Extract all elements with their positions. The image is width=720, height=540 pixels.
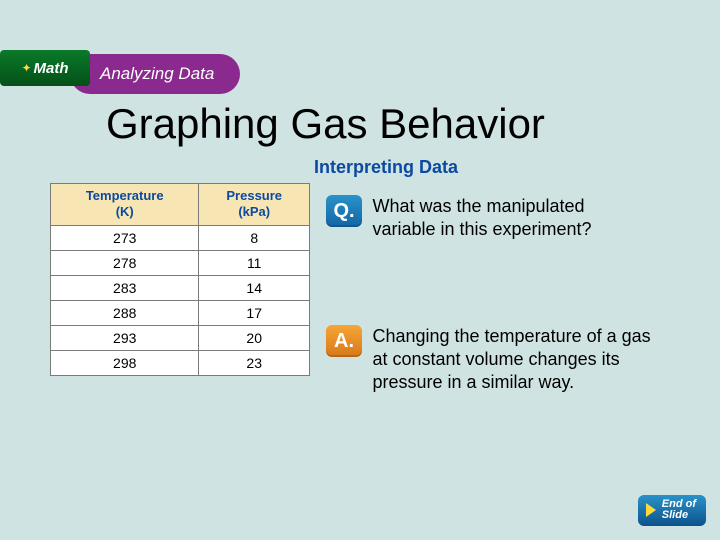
end-slide-label: End of Slide: [662, 499, 696, 522]
answer-text: Changing the temperature of a gas at con…: [372, 325, 652, 394]
star-icon: ✦: [21, 61, 31, 75]
analyzing-pill: Analyzing Data: [70, 54, 240, 94]
cell-t: 278: [51, 250, 199, 275]
page-title: Graphing Gas Behavior: [106, 100, 545, 148]
cell-t: 283: [51, 275, 199, 300]
col-pressure-header: Pressure (kPa): [199, 184, 310, 226]
play-icon: [646, 503, 656, 517]
question-block: Q. What was the manipulated variable in …: [326, 195, 666, 241]
table-row: 27811: [51, 250, 310, 275]
question-text: What was the manipulated variable in thi…: [372, 195, 652, 241]
cell-p: 14: [199, 275, 310, 300]
cell-t: 273: [51, 225, 199, 250]
end-line1: End of: [662, 498, 696, 510]
table-row: 29823: [51, 350, 310, 375]
end-line2: Slide: [662, 509, 688, 521]
col2-h-line2: (kPa): [238, 204, 270, 219]
page-subtitle: Interpreting Data: [314, 157, 458, 178]
col1-h-line2: (K): [116, 204, 134, 219]
cell-p: 23: [199, 350, 310, 375]
header-bar: ✦ Math Analyzing Data: [0, 48, 315, 100]
cell-p: 11: [199, 250, 310, 275]
table-row: 28314: [51, 275, 310, 300]
cell-t: 293: [51, 325, 199, 350]
table-row: 2738: [51, 225, 310, 250]
cell-t: 298: [51, 350, 199, 375]
analyzing-label: Analyzing Data: [100, 64, 214, 84]
math-badge: ✦ Math: [0, 50, 90, 86]
data-table: Temperature (K) Pressure (kPa) 2738 2781…: [50, 183, 310, 376]
question-icon: Q.: [326, 195, 362, 227]
table-row: 29320: [51, 325, 310, 350]
cell-p: 20: [199, 325, 310, 350]
end-of-slide-button[interactable]: End of Slide: [638, 495, 706, 526]
cell-p: 8: [199, 225, 310, 250]
table-row: 28817: [51, 300, 310, 325]
cell-t: 288: [51, 300, 199, 325]
cell-p: 17: [199, 300, 310, 325]
col1-h-line1: Temperature: [86, 188, 164, 203]
col-temperature-header: Temperature (K): [51, 184, 199, 226]
col2-h-line1: Pressure: [226, 188, 282, 203]
answer-icon: A.: [326, 325, 362, 357]
math-label: Math: [34, 60, 69, 77]
answer-block: A. Changing the temperature of a gas at …: [326, 325, 666, 394]
